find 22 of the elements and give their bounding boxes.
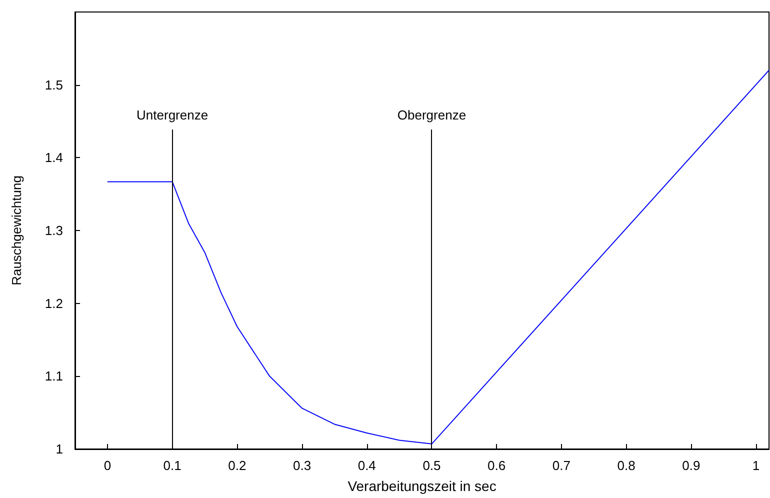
y-tick-label: 1.4 xyxy=(44,150,63,166)
y-tick-label: 1 xyxy=(56,442,63,456)
ref-line-label: Obergrenze xyxy=(397,107,466,122)
x-tick-label: 0.3 xyxy=(292,458,312,473)
y-axis-title: Rauschgewichtung xyxy=(9,176,24,286)
x-tick-label: 0.6 xyxy=(488,458,506,473)
x-tick-label: 1 xyxy=(752,458,760,473)
x-tick-label: 0.7 xyxy=(552,458,570,473)
x-axis-title: Verarbeitungszeit in sec xyxy=(348,478,496,494)
ref-line-label: Untergrenze xyxy=(136,107,208,122)
x-tick-label: 0.5 xyxy=(422,458,441,473)
y-tick-label: 1.2 xyxy=(44,296,63,311)
x-tick-label: 0.8 xyxy=(617,458,636,473)
x-tick-label: 0.4 xyxy=(358,458,376,473)
line-series xyxy=(106,70,770,444)
y-tick-label: 1.3 xyxy=(44,223,63,238)
x-tick-label: 0.1 xyxy=(163,458,182,473)
y-tick-label: 1.1 xyxy=(44,368,63,384)
x-tick-label: 0.9 xyxy=(682,458,700,473)
x-tick-label: 0.2 xyxy=(228,458,246,473)
x-tick-label: 0 xyxy=(104,458,112,473)
y-tick-label: 1.5 xyxy=(44,77,63,92)
